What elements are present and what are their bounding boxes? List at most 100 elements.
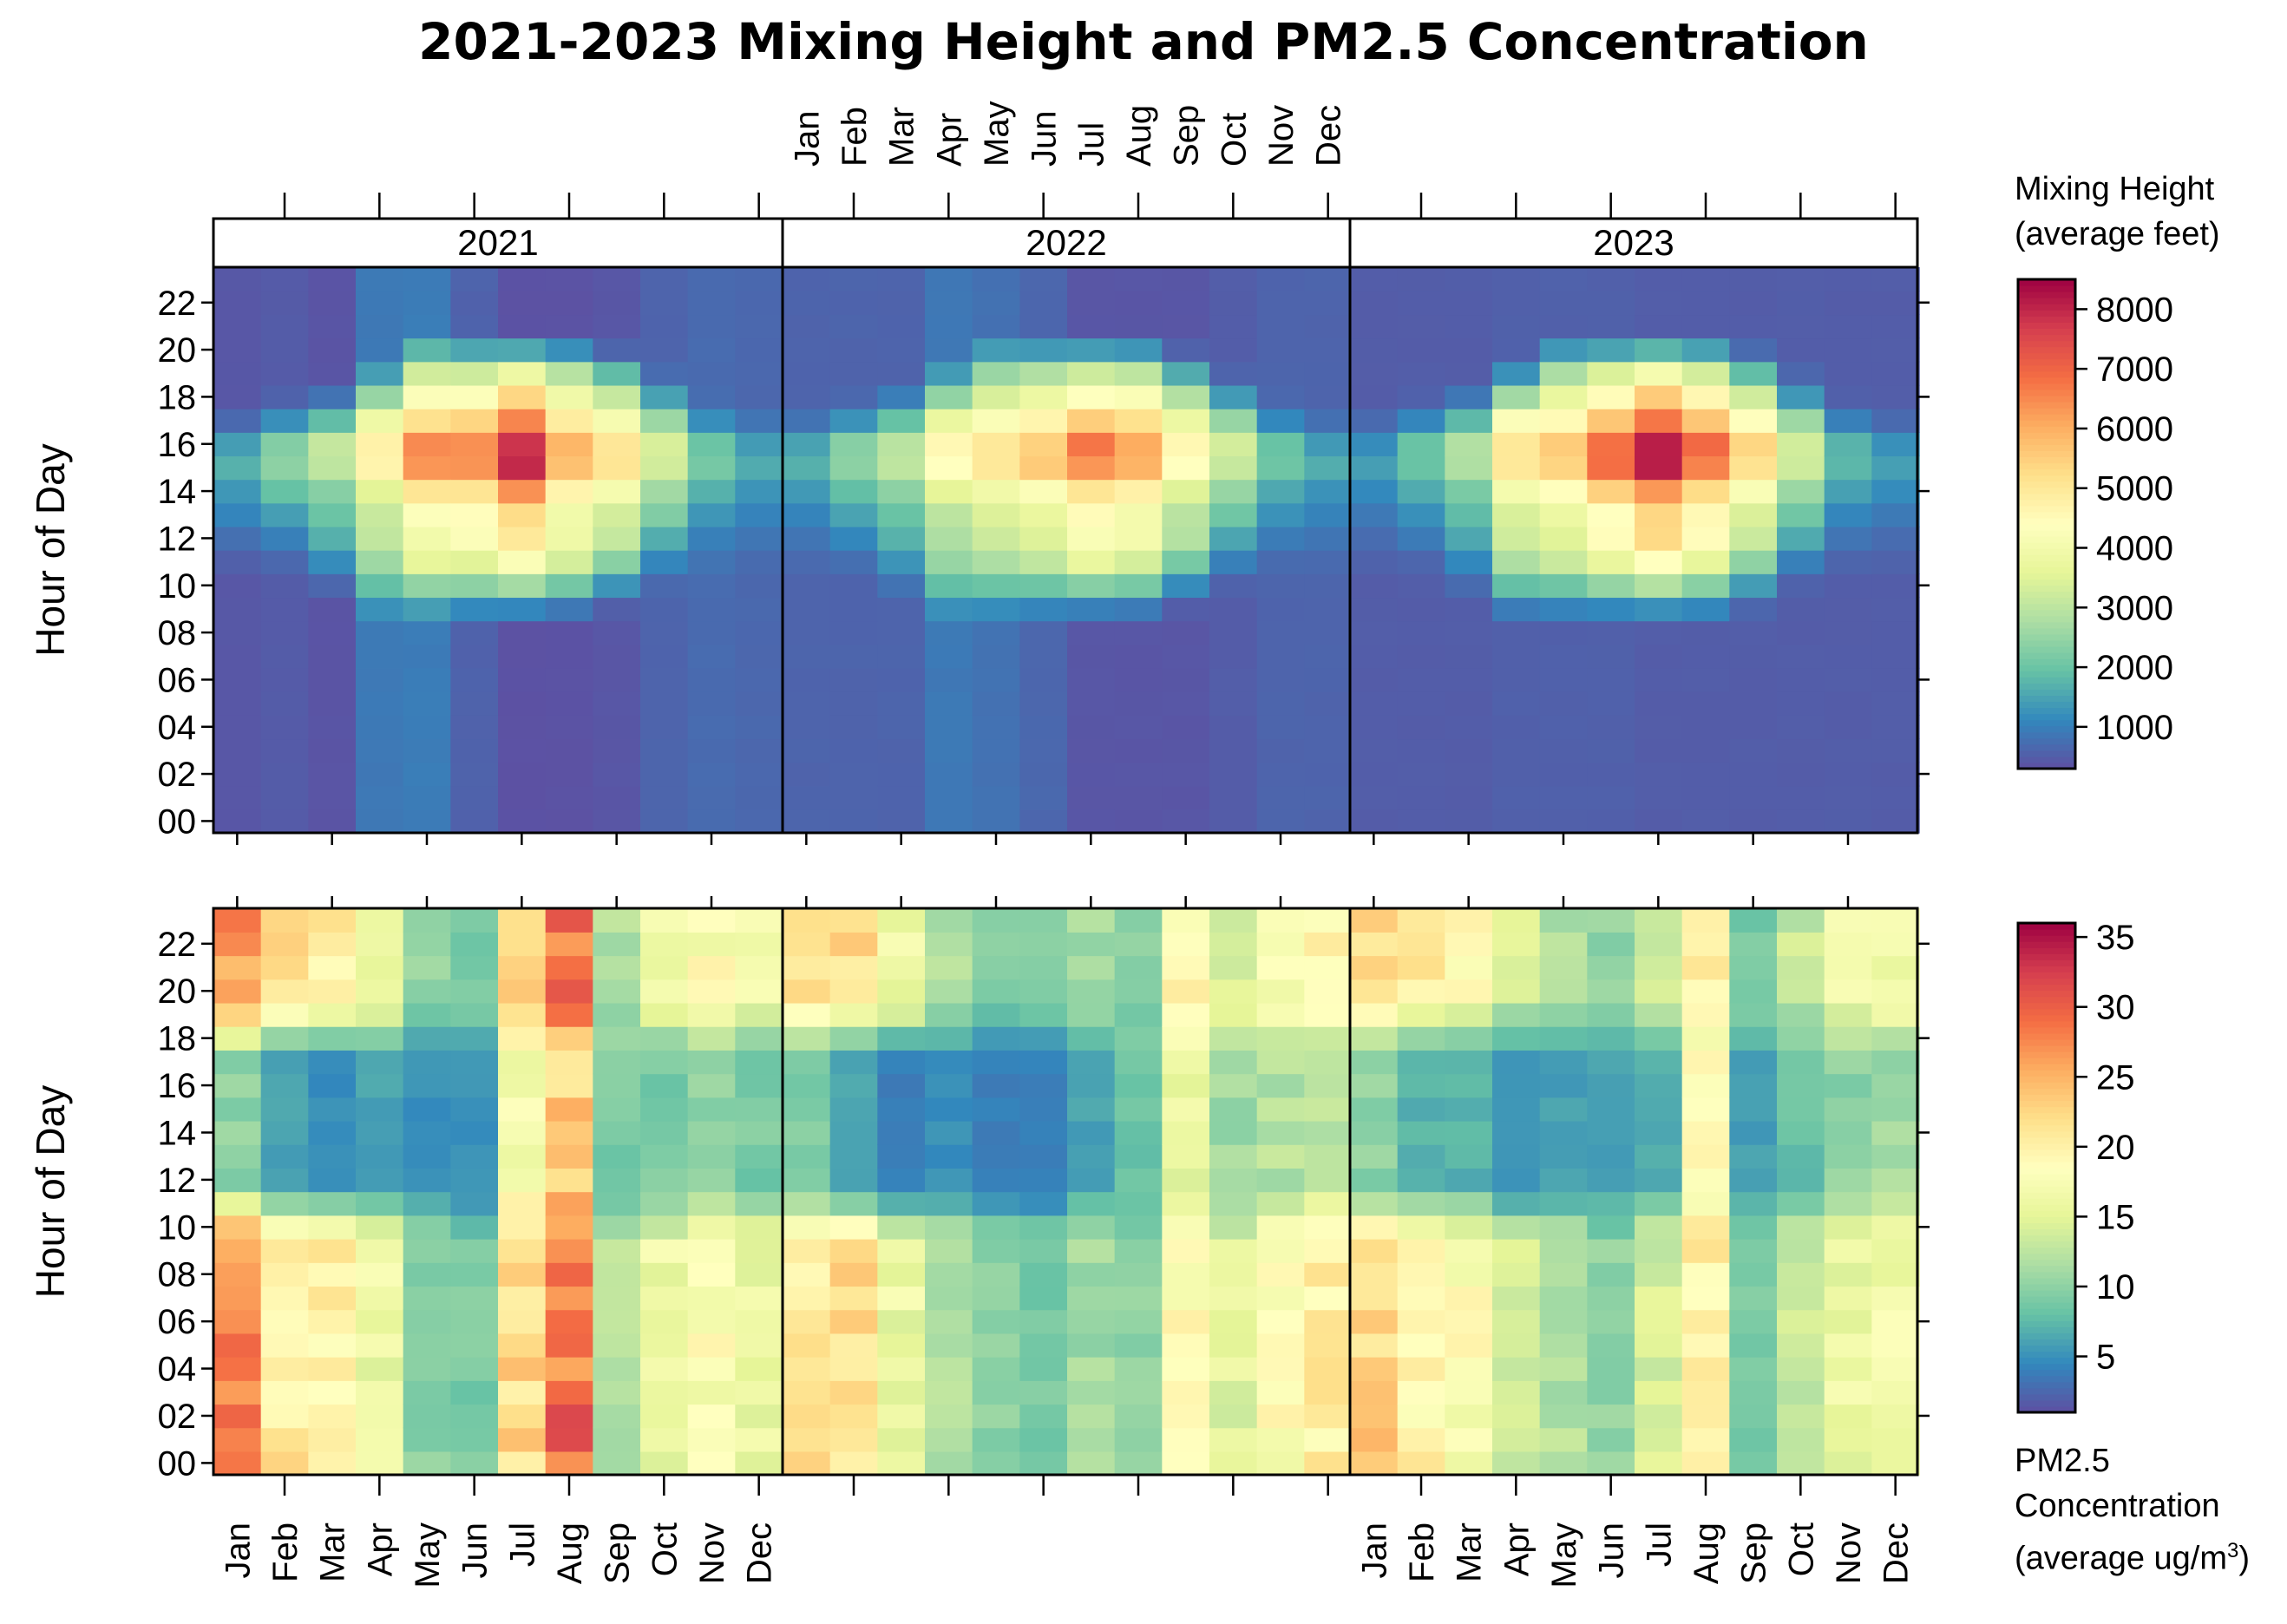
pm25-colorbar-segment [2018, 1320, 2075, 1327]
pm25-cell [593, 1191, 641, 1216]
mixing-height-cell [260, 337, 310, 363]
pm25-cell [1824, 1215, 1873, 1240]
mixing-height-cell [1209, 691, 1258, 716]
mixing-height-cell [450, 644, 499, 669]
pm25-cell [545, 908, 594, 933]
mixing-height-colorbar-segment [2018, 279, 2075, 286]
mixing-height-y-tick-label: 14 [158, 473, 197, 511]
mixing-height-cell [829, 384, 879, 409]
pm25-cell [308, 1238, 357, 1263]
mixing-height-cell [1539, 479, 1589, 504]
mixing-height-cell [877, 809, 926, 834]
pm25-cell [1209, 932, 1258, 957]
mixing-height-cell [1587, 550, 1635, 574]
pm25-cell [1539, 1309, 1589, 1334]
mixing-height-cell [687, 314, 737, 339]
mixing-height-y-tick-label: 08 [158, 614, 197, 652]
pm25-colorbar-segment [2018, 1345, 2075, 1352]
pm25-cell [1397, 1380, 1446, 1405]
mixing-height-cell [1114, 314, 1163, 339]
mixing-height-cell [972, 691, 1021, 716]
mixing-height-cell [829, 809, 879, 834]
mixing-height-cell [1681, 573, 1731, 599]
pm25-y-tick-label: 22 [158, 926, 197, 964]
mixing-height-cell [783, 526, 831, 551]
mixing-height-cell [1114, 762, 1163, 787]
pm25-cell [1067, 1380, 1116, 1405]
mixing-height-cell [1019, 291, 1068, 316]
mixing-height-cell [593, 550, 641, 574]
pm25-cell [1539, 1097, 1589, 1122]
mixing-height-cell [1729, 644, 1778, 669]
mixing-height-cell [687, 384, 737, 409]
mixing-height-cell [403, 762, 452, 787]
pm25-cell [450, 1144, 499, 1169]
mixing-height-cell [545, 667, 594, 692]
mixing-height-cell [829, 337, 879, 363]
pm25-cell [403, 1002, 452, 1027]
pm25-cell [308, 1073, 357, 1098]
pm25-cell [593, 1262, 641, 1287]
mixing-height-cell [640, 267, 689, 291]
pm25-cell [1729, 1144, 1778, 1169]
pm25-colorbar-segment [2018, 1082, 2075, 1089]
mixing-height-cell [1824, 644, 1873, 669]
pm25-colorbar-segment [2018, 1136, 2075, 1144]
pm25-cell [403, 1286, 452, 1311]
mixing-height-cell [972, 337, 1021, 363]
pm25-cell [498, 979, 547, 1004]
pm25-cell [1777, 1380, 1825, 1405]
pm25-cell [450, 1380, 499, 1405]
mixing-height-cell [260, 550, 310, 574]
mixing-height-cell [877, 314, 926, 339]
pm25-cell [687, 908, 737, 933]
pm25-cell [829, 1286, 879, 1311]
pm25-cell [403, 1026, 452, 1051]
pm25-cell [1681, 1427, 1731, 1452]
pm25-cell [1067, 1097, 1116, 1122]
mixing-height-cell [308, 314, 357, 339]
mixing-height-cell [1729, 762, 1778, 787]
pm25-cell [640, 1333, 689, 1358]
mixing-height-cell [593, 314, 641, 339]
mixing-height-cell [1681, 267, 1731, 291]
mixing-height-cell [1824, 597, 1873, 622]
mixing-height-cell [735, 455, 783, 481]
mixing-height-month-label: Jun [1026, 111, 1064, 167]
pm25-cell [1162, 955, 1210, 980]
pm25-colorbar-segment [2018, 1051, 2075, 1058]
mixing-height-cell [687, 291, 737, 316]
pm25-cell [1067, 955, 1116, 980]
pm25-month-label: Aug [551, 1522, 589, 1584]
pm25-cell [877, 1073, 926, 1098]
mixing-height-cell [1681, 809, 1731, 834]
pm25-cell [545, 1168, 594, 1193]
pm25-cell [1114, 1002, 1163, 1027]
mixing-height-cell [403, 715, 452, 740]
pm25-cell [1777, 1404, 1825, 1429]
pm25-cell [735, 1333, 783, 1358]
mixing-height-cell [1019, 361, 1068, 386]
mixing-height-cell [1777, 479, 1825, 504]
pm25-cell [260, 979, 310, 1004]
pm25-cell [1019, 1191, 1068, 1216]
pm25-cell [687, 1427, 737, 1452]
mixing-height-cell [1114, 267, 1163, 291]
mixing-height-cell [783, 314, 831, 339]
pm25-cell [1539, 1238, 1589, 1263]
pm25-cell [213, 1050, 262, 1075]
mixing-height-cell [877, 384, 926, 409]
pm25-cell [1397, 1050, 1446, 1075]
pm25-cell [1256, 1333, 1306, 1358]
pm25-cell [735, 932, 783, 957]
mixing-height-cell [877, 644, 926, 669]
pm25-colorbar-segment [2018, 1118, 2075, 1126]
mixing-height-cell [735, 691, 783, 716]
mixing-height-colorbar-segment [2018, 414, 2075, 421]
mixing-height-cell [1209, 337, 1258, 363]
mixing-height-cell [640, 738, 689, 763]
mixing-height-cell [260, 455, 310, 481]
mixing-height-y-tick-label: 18 [158, 378, 197, 416]
pm25-cell [1871, 1262, 1920, 1287]
pm25-colorbar-segment [2018, 1216, 2075, 1224]
